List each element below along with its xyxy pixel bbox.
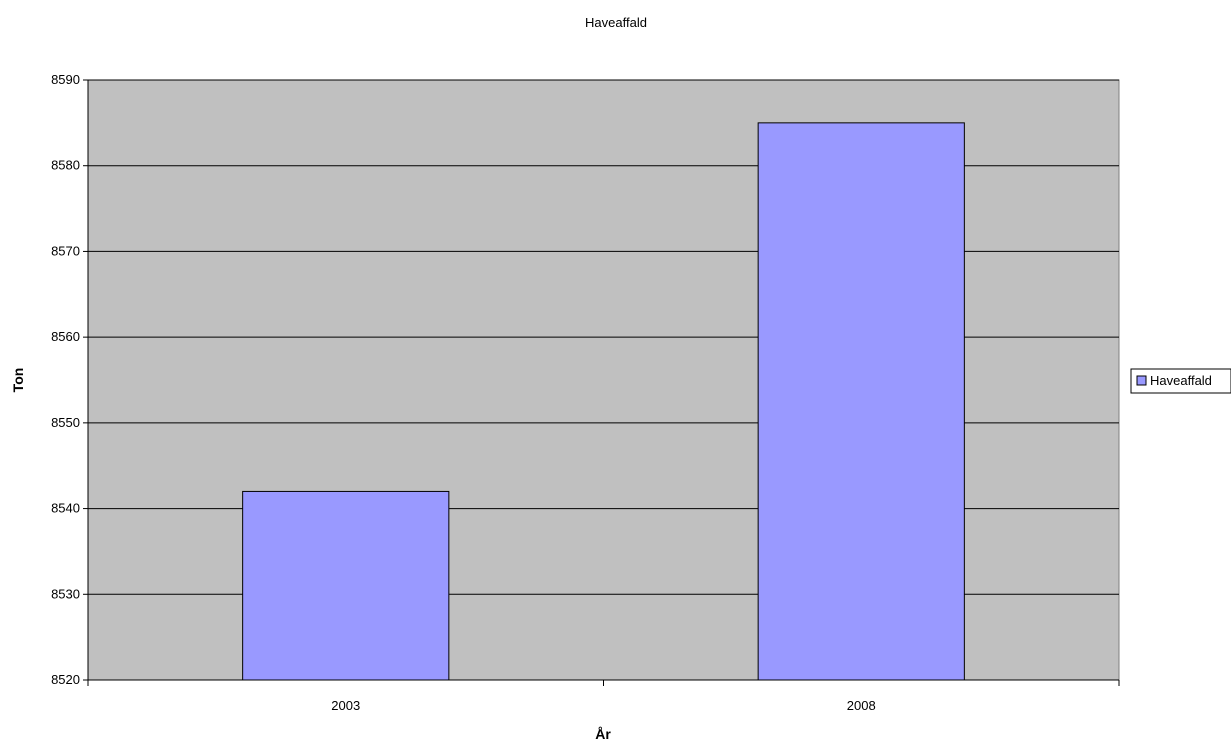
y-tick-label: 8550 [51, 415, 80, 430]
bars [242, 122, 965, 681]
y-tick-label: 8520 [51, 672, 80, 687]
y-tick-label: 8570 [51, 243, 80, 258]
y-tick-label: 8590 [51, 72, 80, 87]
legend-label-haveaffald: Haveaffald [1150, 373, 1212, 388]
x-axis-label: År [595, 726, 611, 742]
y-tick-label: 8580 [51, 158, 80, 173]
x-tick-label: 2008 [847, 698, 876, 713]
y-axis-label: Ton [10, 368, 26, 393]
bar-2003 [242, 490, 450, 681]
y-tick-label: 8540 [51, 501, 80, 516]
chart-title: Haveaffald [585, 15, 647, 30]
y-tick-label: 8530 [51, 586, 80, 601]
y-tick-label: 8560 [51, 329, 80, 344]
legend-swatch-haveaffald [1136, 375, 1147, 386]
x-axis: 2003 2008 [87, 679, 1120, 713]
legend-box [1130, 368, 1231, 394]
x-tick-label: 2003 [331, 698, 360, 713]
y-axis: 8520 8530 8540 8550 8560 8570 8580 8590 [51, 72, 89, 687]
bar-2008 [757, 122, 965, 681]
legend: Haveaffald [1130, 368, 1231, 394]
